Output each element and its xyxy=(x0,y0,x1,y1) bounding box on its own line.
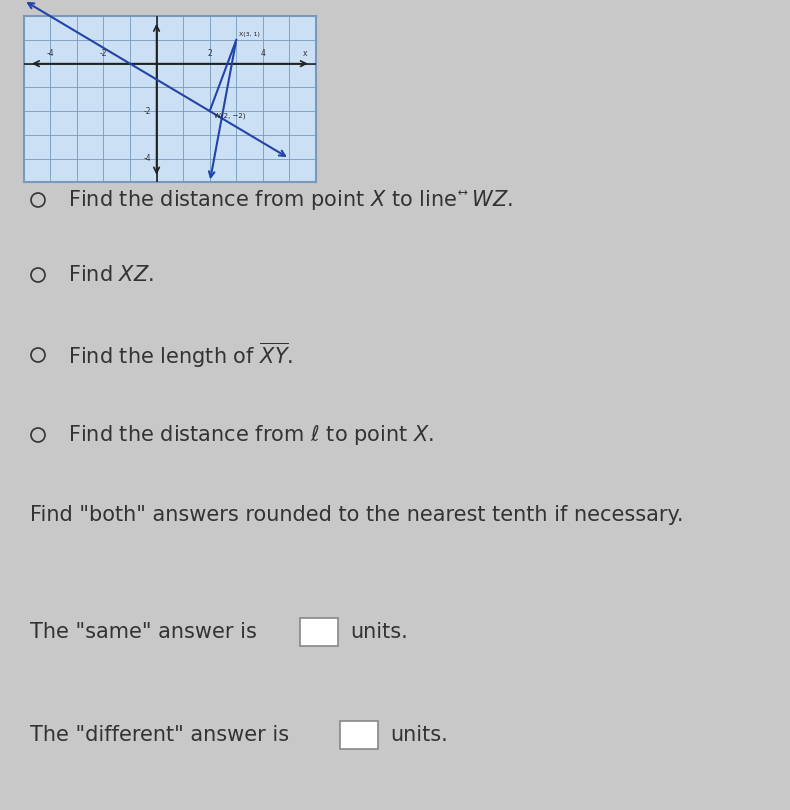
Text: Find the distance from point $X$ to line $\overleftrightarrow{WZ}$.: Find the distance from point $X$ to line… xyxy=(68,188,513,212)
Text: 4: 4 xyxy=(261,49,265,58)
Text: units.: units. xyxy=(390,725,448,745)
Text: Find the length of $\overline{XY}$.: Find the length of $\overline{XY}$. xyxy=(68,340,293,369)
Text: -4: -4 xyxy=(144,154,151,163)
Text: units.: units. xyxy=(350,622,408,642)
Text: Find the distance from $\ell$ to point $X$.: Find the distance from $\ell$ to point $… xyxy=(68,423,434,447)
FancyBboxPatch shape xyxy=(300,618,338,646)
Text: The "same" answer is: The "same" answer is xyxy=(30,622,257,642)
FancyBboxPatch shape xyxy=(340,721,378,749)
Text: Find $XZ$.: Find $XZ$. xyxy=(68,265,154,285)
Text: -2: -2 xyxy=(100,49,107,58)
Text: 2: 2 xyxy=(207,49,212,58)
Text: Find "both" answers rounded to the nearest tenth if necessary.: Find "both" answers rounded to the neare… xyxy=(30,505,683,525)
Text: -2: -2 xyxy=(144,107,151,116)
Text: X(3, 1): X(3, 1) xyxy=(239,32,260,37)
Text: W(2, −2): W(2, −2) xyxy=(213,112,245,118)
Text: -4: -4 xyxy=(47,49,54,58)
Text: x: x xyxy=(303,49,307,58)
Text: The "different" answer is: The "different" answer is xyxy=(30,725,289,745)
